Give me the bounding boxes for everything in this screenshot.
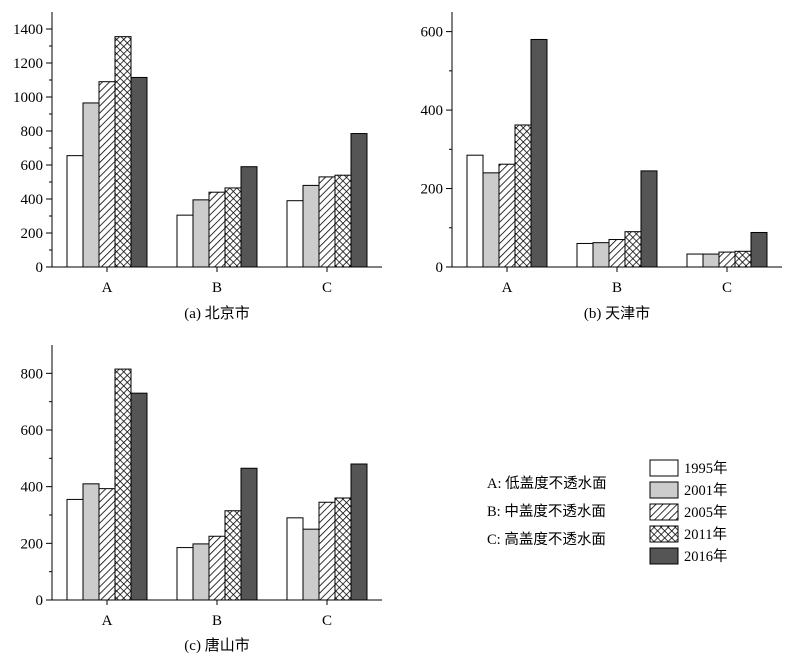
- bar-C-4: [350, 463, 368, 601]
- x-tick-label: C: [322, 280, 332, 296]
- bar-B-3: [624, 231, 642, 268]
- panel-caption: (c) 唐山市: [184, 637, 249, 654]
- bar-C-3: [334, 174, 352, 268]
- y-tick-label: 600: [421, 25, 444, 41]
- bar-B-2: [208, 191, 226, 268]
- bar-A-3: [514, 124, 532, 268]
- legend-swatch: [649, 525, 679, 543]
- bar-B-2: [208, 535, 226, 601]
- legend-label: 2005年: [684, 504, 728, 521]
- y-tick-label: 800: [21, 124, 44, 140]
- y-tick-label: 800: [21, 366, 44, 382]
- bar-B-3: [224, 187, 242, 268]
- bar-A-1: [482, 172, 500, 268]
- chart-panel-a: 0 200 400 600 800 1000 1200 1400 A B C (a) 北京市: [13, 12, 382, 322]
- x-tick-label: C: [722, 280, 732, 296]
- chart-panel-c: 0 200 400 600 800 A B C (c) 唐山市: [21, 345, 382, 654]
- x-tick-label: A: [102, 613, 113, 629]
- bar-C-1: [302, 528, 320, 601]
- y-tick-label: 400: [21, 192, 44, 208]
- bar-B-1: [192, 543, 210, 601]
- panel-caption: (a) 北京市: [184, 305, 249, 322]
- bar-A-4: [130, 392, 148, 601]
- bar-B-4: [640, 170, 658, 268]
- category-key-item: B: 中盖度不透水面: [487, 503, 606, 520]
- x-tick-label: B: [212, 613, 222, 629]
- y-tick-label: 1000: [13, 90, 43, 106]
- bar-C-0: [686, 253, 704, 268]
- bar-A-0: [66, 498, 84, 601]
- y-tick-label: 400: [21, 480, 44, 496]
- bar-A-2: [498, 163, 516, 268]
- x-tick-label: B: [612, 280, 622, 296]
- y-tick-label: 0: [436, 260, 444, 276]
- y-tick-label: 600: [21, 423, 44, 439]
- bar-A-4: [530, 38, 548, 268]
- x-tick-label: A: [102, 280, 113, 296]
- bar-A-4: [130, 76, 148, 268]
- bar-A-1: [82, 483, 100, 601]
- bar-B-0: [176, 214, 194, 268]
- bar-C-3: [334, 497, 352, 601]
- bar-B-0: [176, 547, 194, 601]
- legend-label: 2016年: [684, 548, 728, 565]
- bar-C-3: [734, 250, 752, 268]
- y-tick-label: 1400: [13, 22, 43, 38]
- bar-B-4: [240, 467, 258, 601]
- bar-A-2: [98, 488, 116, 601]
- x-tick-label: C: [322, 613, 332, 629]
- y-tick-label: 0: [36, 260, 44, 276]
- x-tick-label: B: [212, 280, 222, 296]
- legend-label: 2011年: [684, 526, 727, 543]
- panel-caption: (b) 天津市: [584, 305, 650, 322]
- bar-C-2: [718, 251, 736, 268]
- chart-panels: 0 200 400 600 800 1000 1200 1400 A B C (a) 北京市 0 200 4…: [13, 12, 782, 654]
- y-tick-label: 0: [36, 593, 44, 609]
- legend-label: 2001年: [684, 482, 728, 499]
- bar-C-4: [350, 133, 368, 268]
- category-key: A: 低盖度不透水面 B: 中盖度不透水面 C: 高盖度不透水面: [487, 475, 607, 548]
- legend-label: 1995年: [684, 460, 728, 477]
- bar-C-4: [750, 231, 768, 268]
- y-tick-label: 400: [421, 103, 444, 119]
- x-tick-label: A: [502, 280, 513, 296]
- bar-A-0: [466, 154, 484, 268]
- bar-A-3: [114, 368, 132, 601]
- legend-swatch: [649, 481, 679, 499]
- bar-C-0: [286, 200, 304, 268]
- bar-C-0: [286, 517, 304, 601]
- bar-A-1: [82, 102, 100, 268]
- bar-B-1: [592, 242, 610, 268]
- y-tick-label: 200: [21, 536, 44, 552]
- bar-A-0: [66, 155, 84, 268]
- chart-panel-b: 0 200 400 600 A B C (b) 天津市: [421, 12, 782, 322]
- category-key-item: A: 低盖度不透水面: [487, 475, 607, 492]
- legend: A: 低盖度不透水面 B: 中盖度不透水面 C: 高盖度不透水面 1995年 2001年…: [487, 459, 728, 565]
- bar-B-4: [240, 166, 258, 268]
- legend-swatch: [649, 459, 679, 477]
- legend-swatch: [649, 503, 679, 521]
- series-legend: 1995年 2001年 2005年 2011年 2016年: [649, 459, 728, 565]
- bar-A-3: [114, 36, 132, 268]
- bar-C-1: [302, 184, 320, 268]
- category-key-item: C: 高盖度不透水面: [487, 531, 606, 548]
- bar-B-3: [224, 510, 242, 601]
- y-tick-label: 600: [21, 158, 44, 174]
- y-tick-label: 200: [421, 182, 444, 198]
- bar-A-2: [98, 81, 116, 268]
- bar-B-1: [192, 199, 210, 268]
- y-tick-label: 1200: [13, 56, 43, 72]
- bar-C-2: [318, 176, 336, 268]
- legend-swatch: [649, 547, 679, 565]
- bar-C-2: [318, 501, 336, 601]
- bar-C-1: [702, 253, 720, 268]
- y-tick-label: 200: [21, 226, 44, 242]
- bar-B-2: [608, 239, 626, 268]
- bar-B-0: [576, 242, 594, 268]
